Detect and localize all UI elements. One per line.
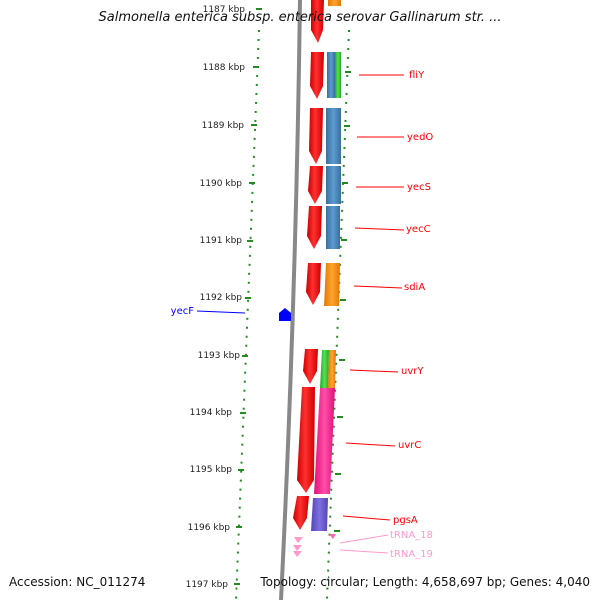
- annotation-bar[interactable]: [328, 0, 341, 6]
- tick-label: 1191 kbp: [200, 236, 243, 246]
- trna-chevron[interactable]: [294, 537, 303, 543]
- annotation-bar[interactable]: [311, 498, 328, 531]
- kbp-tick-marks: [234, 8, 262, 585]
- gene-label-tRNA_19[interactable]: tRNA_19: [390, 549, 433, 560]
- genome-backbone: [279, 0, 302, 600]
- gene-labels: fliY yedO yecS yecC sdiA yecF uvrY uvrC …: [171, 70, 434, 560]
- annotation-bar[interactable]: [335, 52, 341, 98]
- topology-label: Topology: circular; Length: 4,658,697 bp…: [259, 575, 590, 589]
- gene-label-yecS[interactable]: yecS: [407, 182, 431, 193]
- annotation-track: [311, 0, 341, 531]
- tick-label: 1196 kbp: [188, 523, 231, 533]
- tick-label: 1190 kbp: [200, 179, 243, 189]
- cds-arrow[interactable]: [293, 496, 309, 530]
- cds-arrow[interactable]: [306, 263, 321, 305]
- accession-label: Accession: NC_011274: [9, 575, 145, 589]
- inner-tick-marks: [334, 71, 351, 532]
- tick-label: 1188 kbp: [203, 63, 246, 73]
- trna-chevron[interactable]: [329, 534, 336, 539]
- tick-label: 1187 kbp: [203, 5, 246, 15]
- gene-label-sdiA[interactable]: sdiA: [404, 282, 425, 293]
- map-title: Salmonella enterica subsp. enterica sero…: [99, 10, 502, 25]
- kbp-tick-labels: 1187 kbp 1188 kbp 1189 kbp 1190 kbp 1191…: [186, 5, 246, 590]
- cds-arrow[interactable]: [309, 108, 323, 164]
- gene-leader-lines: [196, 74, 405, 554]
- cds-track: [293, 0, 324, 530]
- yecF-gene-marker[interactable]: [279, 308, 291, 321]
- annotation-bar[interactable]: [326, 206, 340, 249]
- annotation-bar[interactable]: [327, 52, 335, 98]
- tick-label: 1193 kbp: [198, 351, 241, 361]
- annotation-bar[interactable]: [320, 350, 329, 388]
- gene-label-yedO[interactable]: yedO: [407, 132, 433, 143]
- cds-arrow[interactable]: [308, 166, 323, 204]
- gene-label-uvrY[interactable]: uvrY: [401, 366, 424, 377]
- trna-chevron[interactable]: [293, 551, 302, 557]
- gene-label-pgsA[interactable]: pgsA: [393, 515, 418, 526]
- annotation-bar[interactable]: [326, 166, 341, 204]
- annotation-bar[interactable]: [314, 388, 335, 494]
- tick-label: 1189 kbp: [202, 121, 245, 131]
- annotation-bar[interactable]: [326, 108, 341, 164]
- tick-label: 1195 kbp: [190, 465, 233, 475]
- annotation-bar[interactable]: [324, 263, 340, 306]
- annotation-bar[interactable]: [328, 350, 336, 388]
- gene-label-uvrC[interactable]: uvrC: [398, 440, 421, 451]
- tick-label: 1197 kbp: [186, 580, 229, 590]
- cds-arrow[interactable]: [303, 349, 318, 384]
- cds-arrow[interactable]: [311, 0, 324, 43]
- gene-label-yecF[interactable]: yecF: [171, 306, 195, 317]
- cds-arrow[interactable]: [310, 52, 324, 99]
- outer-dotted-track: [235, 29, 260, 600]
- tick-label: 1192 kbp: [200, 293, 243, 303]
- trna-markers: [293, 534, 336, 557]
- tick-label: 1194 kbp: [190, 408, 233, 418]
- gene-label-tRNA_18[interactable]: tRNA_18: [390, 530, 433, 541]
- gene-label-yecC[interactable]: yecC: [406, 224, 431, 235]
- gene-label-fliY[interactable]: fliY: [409, 70, 425, 81]
- trna-chevron[interactable]: [293, 545, 302, 551]
- cds-arrow[interactable]: [297, 387, 315, 493]
- cds-arrow[interactable]: [307, 206, 322, 249]
